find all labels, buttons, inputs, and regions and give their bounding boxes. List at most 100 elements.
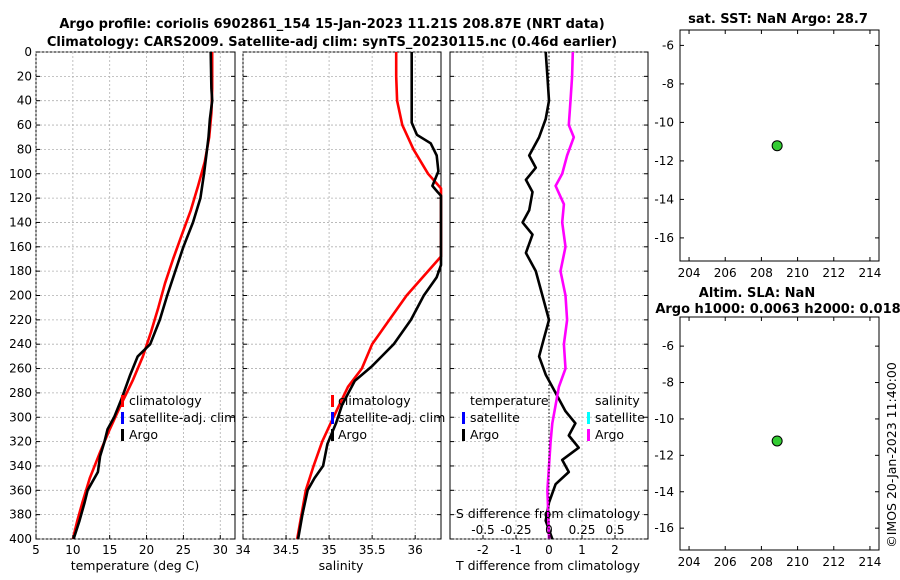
xtick-label: -1 [510,543,522,557]
salinity-lines [295,52,443,540]
temperature-grid [35,51,235,540]
figure-title-line2: Climatology: CARS2009. Satellite-adj cli… [47,35,617,50]
legend-s-satellite: satellite [595,410,645,425]
ytick-label: 280 [9,386,32,400]
sla-map-title-line1: Altim. SLA: NaN [699,286,815,301]
temperature-legend: climatology satellite-adj. clim Argo [121,393,236,442]
salinity-xlabel: salinity [319,558,364,573]
ytick-label: 120 [9,191,32,205]
legend-climatology: climatology [129,393,202,408]
legend-t-argo: Argo [470,427,499,442]
xtick-label: 35 [321,543,336,557]
map-ytick-label: -10 [654,115,674,129]
temperature-lines [71,51,214,540]
salinity-legend: climatology satellite-adj. clim Argo [331,393,445,442]
difference-lines [521,51,581,540]
t-difference-xlabel: T difference from climatology [455,558,641,573]
legend-s-argo: Argo [595,427,624,442]
s-tick-label: 0.25 [569,523,596,537]
ytick-label: 80 [17,142,32,156]
s-tick-label: 0.5 [605,523,624,537]
map-xtick-label: 204 [678,555,701,569]
xtick-label: 15 [102,543,117,557]
xtick-label: 0 [545,543,553,557]
legend-swatch-climatology [121,395,124,407]
ytick-label: 380 [9,508,32,522]
map-ytick-label: -12 [654,448,674,462]
ytick-label: 20 [17,69,32,83]
map-ytick-label: -16 [654,231,674,245]
xtick-label: 30 [213,543,228,557]
xtick-label: 35.5 [359,543,386,557]
ytick-label: 360 [9,483,32,497]
figure-title-line1: Argo profile: coriolis 6902861_154 15-Ja… [59,17,604,32]
map-ytick-label: -10 [654,412,674,426]
argo-location-marker [771,435,783,447]
legend-swatch-satellite [331,412,334,424]
map-xtick-label: 210 [786,266,809,280]
xtick-label: 20 [139,543,154,557]
xtick-label: 34.5 [273,543,300,557]
sla-map-axes [679,316,880,551]
legend-argo: Argo [338,427,367,442]
ytick-label: 320 [9,435,32,449]
map-xtick-label: 214 [859,266,882,280]
map-xtick-label: 208 [750,555,773,569]
map-xtick-label: 206 [714,266,737,280]
legend-swatch-s-argo [587,429,590,441]
map-ytick-label: -8 [662,376,674,390]
series-line-climatology [295,52,443,540]
sst-map-title: sat. SST: NaN Argo: 28.7 [688,12,868,27]
temperature-panel: 0 20 40 60 80 100 120 140 160 180 200 220 240 260 280 3… [9,45,236,573]
s-tick-label: -0.25 [500,523,531,537]
series-line-s-diff-argo [546,51,576,540]
legend-swatch-argo [121,429,124,441]
temperature-xlabel: temperature (deg C) [71,558,200,573]
xtick-label: 34 [235,543,250,557]
ytick-label: 140 [9,215,32,229]
legend-swatch-t-argo [462,429,465,441]
map-xtick-label: 210 [786,555,809,569]
map-ytick-label: -6 [662,339,674,353]
sla-map-content: 204 206 208 210 212 214 -6 -8 -10 -12 -14 -16 [654,317,881,569]
imos-credit: ©IMOS 20-Jan-2023 11:40:00 [884,362,899,548]
legend-swatch-argo [331,429,334,441]
map-ytick-label: -14 [654,485,674,499]
map-ytick-label: -12 [654,154,674,168]
ytick-label: 100 [9,167,32,181]
sla-map-title-line2: Argo h1000: 0.0063 h2000: 0.018 [655,302,900,317]
salinity-ticks: 34 34.5 35 35.5 36 [235,51,441,557]
map-ytick-label: -16 [654,521,674,535]
sla-map-panel: 204 206 208 210 212 214 -6 -8 -10 -12 -14 -16 [654,316,881,569]
map-xtick-label: 212 [822,266,845,280]
map-ytick-label: -8 [662,77,674,91]
legend-satellite: satellite-adj. clim [129,410,236,425]
s-tick-label: 0 [545,523,553,537]
legend-satellite: satellite-adj. clim [338,410,445,425]
legend-argo: Argo [129,427,158,442]
s-tick-label: -0.5 [471,523,494,537]
map-xtick-label: 208 [750,266,773,280]
sst-map-panel: 204 206 208 210 212 214 -6 -8 -10 -12 -14 -16 [654,29,881,280]
series-line-argo [72,51,214,540]
xtick-label: 25 [176,543,191,557]
xtick-label: -2 [477,543,489,557]
ytick-label: 180 [9,264,32,278]
ytick-label: 0 [24,45,32,59]
xtick-label: 10 [65,543,80,557]
map-xtick-label: 214 [859,555,882,569]
ytick-label: 160 [9,240,32,254]
xtick-label: 1 [578,543,586,557]
ytick-label: 400 [9,532,32,546]
map-ytick-label: -6 [662,38,674,52]
series-line-argo [296,52,443,540]
ytick-label: 300 [9,410,32,424]
legend-swatch-t-satellite [462,412,465,424]
ytick-label: 40 [17,94,32,108]
ytick-label: 60 [17,118,32,132]
xtick-label: 5 [32,543,40,557]
ytick-label: 240 [9,337,32,351]
map-xtick-label: 204 [678,266,701,280]
sst-map-content: 204 206 208 210 212 214 -6 -8 -10 -12 -14 -16 [654,30,881,280]
